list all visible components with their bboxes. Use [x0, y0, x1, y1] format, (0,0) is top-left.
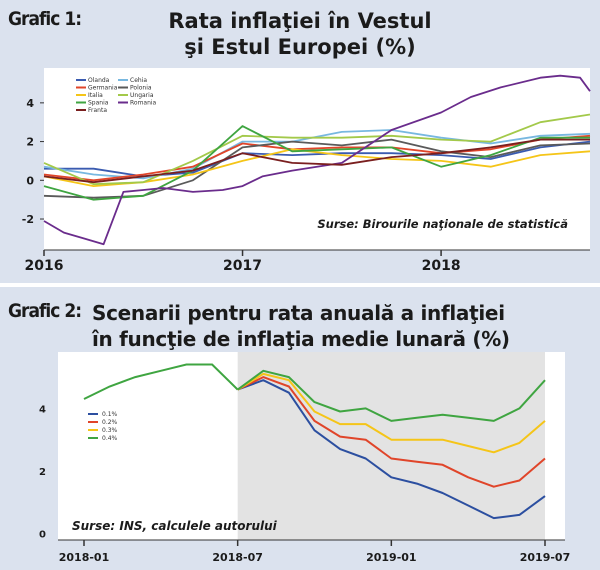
- chart1-legend-label: Germania: [88, 85, 118, 92]
- chart2-x-tick-label: 2019-07: [520, 551, 571, 564]
- chart2-series-line-04pct: [237, 369, 546, 422]
- chart2-label: Grafic 2:: [8, 300, 82, 322]
- chart1-series-line-germania: [43, 134, 591, 182]
- chart1-label: Grafic 1:: [8, 8, 82, 30]
- chart1-series-line-ungaria: [43, 113, 591, 186]
- chart1-legend-label: Franta: [88, 107, 107, 114]
- chart2-x-tick-label: 2018-07: [212, 551, 263, 564]
- chart2-legend-label: 0.1%: [102, 411, 118, 418]
- chart1-series-line-romania: [43, 74, 591, 246]
- chart1-y-tick-label: 0: [26, 174, 34, 187]
- chart1-legend-label: Polonia: [130, 85, 152, 92]
- chart1-title: Rata inflaţiei în Vestul şi Estul Europe…: [120, 8, 480, 60]
- chart2-y-tick-label: 4: [39, 404, 46, 415]
- chart2-projection-shade: [237, 352, 545, 540]
- chart1-legend-label: Italia: [88, 92, 103, 99]
- chart1-series-line-franta: [43, 138, 590, 184]
- chart2-historical-line: [83, 363, 239, 400]
- chart1-x-tick-label: 2018: [422, 258, 461, 274]
- chart1-plot-area: [44, 68, 590, 250]
- panel-divider: [0, 283, 600, 287]
- chart1-legend-label: Cehia: [130, 77, 147, 84]
- chart1-y-tick-label: 2: [26, 136, 34, 149]
- chart1-legend-label: Spania: [88, 100, 109, 107]
- chart1-svg: -2 0 2 4 2016 2017 2018 Olanda Cehia Germania Polo…: [22, 68, 591, 274]
- chart1-x-tick-label: 2016: [25, 258, 64, 274]
- chart2-series-line-03pct: [237, 372, 546, 454]
- chart2-x-tick-label: 2018-01: [59, 551, 110, 564]
- chart1-title-line1: Rata inflaţiei în Vestul: [168, 9, 432, 33]
- chart2-legend-label: 0.2%: [102, 419, 118, 426]
- chart1-series-line-spania: [43, 125, 590, 201]
- chart2-title-line2: în funcţie de inflaţia medie lunară (%): [92, 327, 510, 351]
- chart2-legend-label: 0.3%: [102, 427, 118, 434]
- chart1-y-tick-label: -2: [22, 213, 34, 226]
- chart1-x-tick-label: 2017: [223, 258, 262, 274]
- chart2-series-line-01pct: [237, 379, 546, 520]
- chart2-source: Surse: INS, calculele autorului: [72, 519, 278, 533]
- chart1-source: Surse: Birourile naţionale de statistică: [317, 217, 568, 231]
- chart1-legend-label: Olanda: [88, 77, 110, 84]
- chart2-series-line-02pct: [237, 376, 546, 488]
- chart1-title-line2: şi Estul Europei (%): [184, 35, 416, 59]
- chart1-legend-label: Ungaria: [130, 92, 154, 99]
- chart2-legend-label: 0.4%: [102, 435, 118, 442]
- chart2-y-tick-label: 2: [39, 467, 46, 478]
- chart2-y-tick-label: 0: [39, 530, 46, 541]
- chart2-title-line1: Scenarii pentru rata anuală a inflaţiei: [92, 301, 505, 325]
- chart1-legend-label: Romania: [130, 100, 157, 107]
- chart2-x-tick-label: 2019-01: [366, 551, 417, 564]
- chart1-y-tick-label: 4: [26, 97, 34, 110]
